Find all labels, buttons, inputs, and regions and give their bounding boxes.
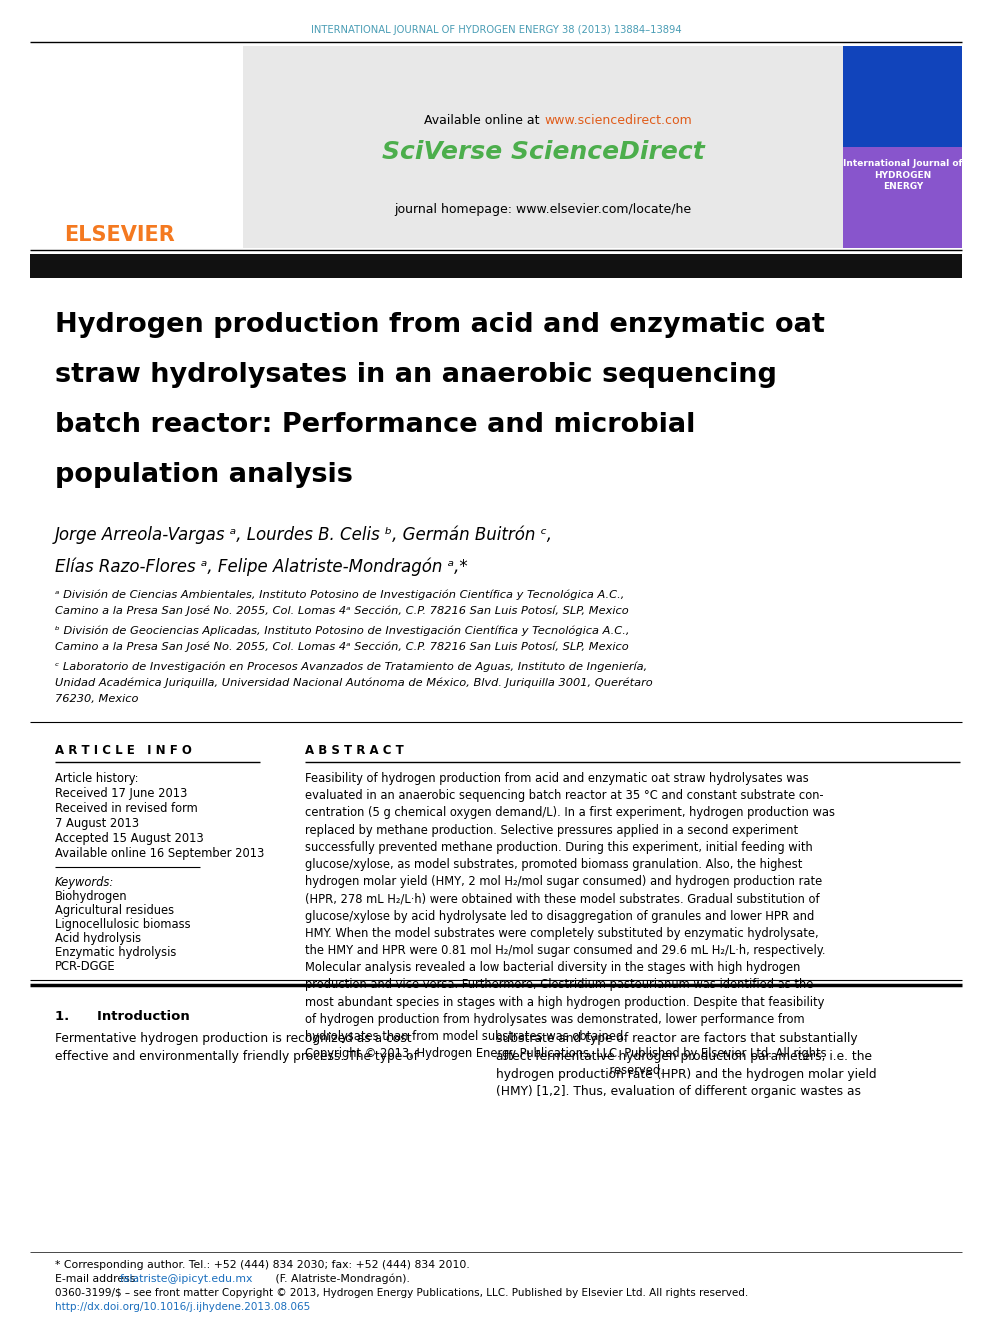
Text: Received 17 June 2013: Received 17 June 2013 (55, 787, 187, 800)
Bar (843, 46, 962, 147)
Text: Available online at: Available online at (424, 114, 543, 127)
Text: 0360-3199/$ – see front matter Copyright © 2013, Hydrogen Energy Publications, L: 0360-3199/$ – see front matter Copyright… (55, 1289, 748, 1298)
Text: Keywords:: Keywords: (55, 876, 114, 889)
Text: Fermentative hydrogen production is recognized as a cost
effective and environme: Fermentative hydrogen production is reco… (55, 1032, 418, 1062)
Bar (30, 46, 243, 247)
Text: www.sciencedirect.com: www.sciencedirect.com (544, 114, 691, 127)
Text: 1.      Introduction: 1. Introduction (55, 1009, 189, 1023)
Text: A R T I C L E   I N F O: A R T I C L E I N F O (55, 744, 191, 757)
Text: INTERNATIONAL JOURNAL OF HYDROGEN ENERGY 38 (2013) 13884–13894: INTERNATIONAL JOURNAL OF HYDROGEN ENERGY… (310, 25, 682, 34)
Text: Available online 16 September 2013: Available online 16 September 2013 (55, 847, 265, 860)
Text: Elías Razo-Flores ᵃ, Felipe Alatriste-Mondragón ᵃ,*: Elías Razo-Flores ᵃ, Felipe Alatriste-Mo… (55, 557, 468, 576)
Text: Unidad Académica Juriquilla, Universidad Nacional Autónoma de México, Blvd. Juri: Unidad Académica Juriquilla, Universidad… (55, 677, 653, 688)
Text: * Corresponding author. Tel.: +52 (444) 834 2030; fax: +52 (444) 834 2010.: * Corresponding author. Tel.: +52 (444) … (55, 1259, 470, 1270)
Text: Enzymatic hydrolysis: Enzymatic hydrolysis (55, 946, 177, 959)
Text: ᶜ Laboratorio de Investigación en Procesos Avanzados de Tratamiento de Aguas, In: ᶜ Laboratorio de Investigación en Proces… (55, 662, 647, 672)
Text: ELSEVIER: ELSEVIER (64, 225, 176, 245)
Text: Camino a la Presa San José No. 2055, Col. Lomas 4ᵃ Sección, C.P. 78216 San Luis : Camino a la Presa San José No. 2055, Col… (55, 606, 629, 617)
Text: Accepted 15 August 2013: Accepted 15 August 2013 (55, 832, 203, 845)
Text: SciVerse ScienceDirect: SciVerse ScienceDirect (382, 140, 704, 164)
Text: journal homepage: www.elsevier.com/locate/he: journal homepage: www.elsevier.com/locat… (395, 204, 691, 217)
Text: Acid hydrolysis: Acid hydrolysis (55, 931, 141, 945)
Text: Jorge Arreola-Vargas ᵃ, Lourdes B. Celis ᵇ, Germán Buitrón ᶜ,: Jorge Arreola-Vargas ᵃ, Lourdes B. Celis… (55, 525, 553, 544)
Text: International Journal of
HYDROGEN
ENERGY: International Journal of HYDROGEN ENERGY (843, 159, 963, 192)
Text: Lignocellulosic biomass: Lignocellulosic biomass (55, 918, 190, 931)
Text: Received in revised form: Received in revised form (55, 802, 197, 815)
Bar (843, 147, 962, 247)
Text: A B S T R A C T: A B S T R A C T (305, 744, 404, 757)
Text: PCR-DGGE: PCR-DGGE (55, 960, 116, 972)
Text: straw hydrolysates in an anaerobic sequencing: straw hydrolysates in an anaerobic seque… (55, 363, 777, 388)
Text: substrate and type of reactor are factors that substantially
affect fermentative: substrate and type of reactor are factor… (496, 1032, 877, 1098)
Text: E-mail address:: E-mail address: (55, 1274, 143, 1285)
Text: http://dx.doi.org/10.1016/j.ijhydene.2013.08.065: http://dx.doi.org/10.1016/j.ijhydene.201… (55, 1302, 310, 1312)
Text: batch reactor: Performance and microbial: batch reactor: Performance and microbial (55, 411, 695, 438)
Text: Feasibility of hydrogen production from acid and enzymatic oat straw hydrolysate: Feasibility of hydrogen production from … (305, 773, 835, 1077)
Text: 7 August 2013: 7 August 2013 (55, 818, 139, 830)
Bar (243, 46, 843, 247)
Text: population analysis: population analysis (55, 462, 353, 488)
Text: falatriste@ipicyt.edu.mx: falatriste@ipicyt.edu.mx (120, 1274, 253, 1285)
Text: Camino a la Presa San José No. 2055, Col. Lomas 4ᵃ Sección, C.P. 78216 San Luis : Camino a la Presa San José No. 2055, Col… (55, 642, 629, 652)
Bar (30, 254, 962, 278)
Text: Article history:: Article history: (55, 773, 139, 785)
Text: 76230, Mexico: 76230, Mexico (55, 695, 139, 704)
Text: Hydrogen production from acid and enzymatic oat: Hydrogen production from acid and enzyma… (55, 312, 825, 337)
Text: Biohydrogen: Biohydrogen (55, 890, 128, 904)
Text: ᵃ División de Ciencias Ambientales, Instituto Potosino de Investigación Científi: ᵃ División de Ciencias Ambientales, Inst… (55, 590, 624, 601)
Text: ᵇ División de Geociencias Aplicadas, Instituto Potosino de Investigación Científ: ᵇ División de Geociencias Aplicadas, Ins… (55, 626, 630, 636)
Text: (F. Alatriste-Mondragón).: (F. Alatriste-Mondragón). (272, 1274, 410, 1285)
Text: Agricultural residues: Agricultural residues (55, 904, 175, 917)
